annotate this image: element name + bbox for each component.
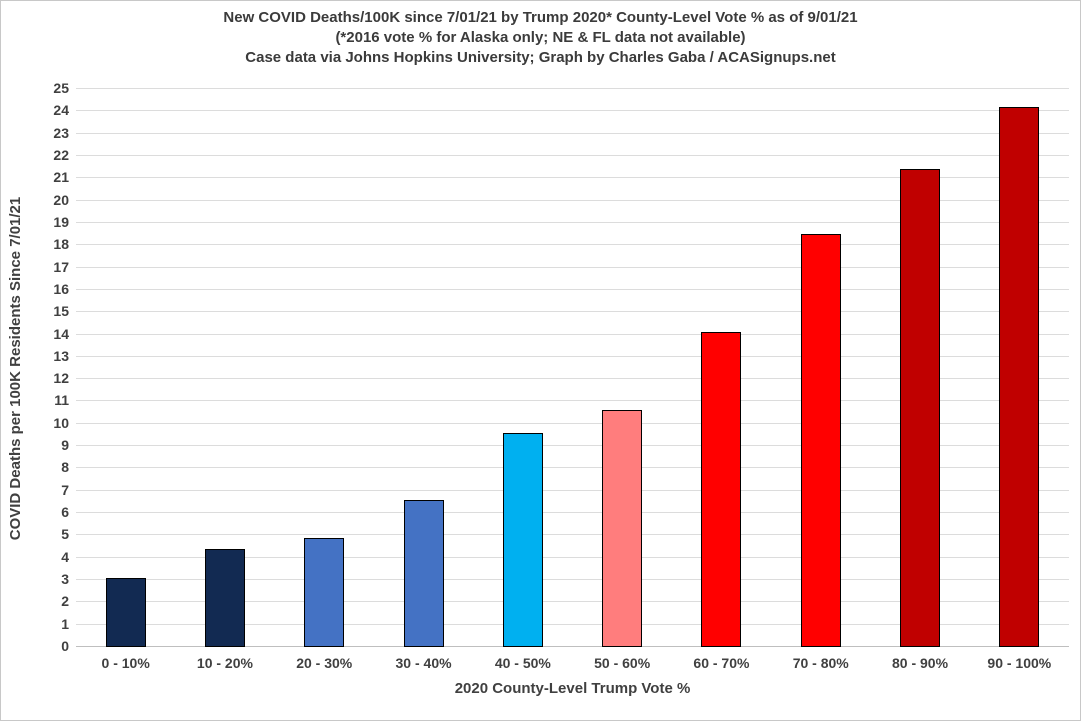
x-tick-label: 20 - 30% <box>296 655 353 671</box>
y-tick-label: 19 <box>53 213 69 230</box>
y-tick-label: 16 <box>53 280 69 297</box>
x-tick-label: 50 - 60% <box>594 655 651 671</box>
y-tick-label: 25 <box>53 80 69 96</box>
x-tick-label: 30 - 40% <box>395 655 452 671</box>
y-tick-label: 12 <box>53 370 69 387</box>
y-tick-label: 22 <box>53 146 69 163</box>
bar-50-60% <box>602 410 643 647</box>
y-tick-label: 6 <box>61 504 69 521</box>
y-tick-label: 11 <box>54 392 69 409</box>
y-tick-label: 17 <box>53 258 69 275</box>
bar-20-30% <box>304 537 345 647</box>
gridline <box>76 266 1069 268</box>
bar-30-40% <box>403 499 444 647</box>
gridline <box>76 154 1069 156</box>
category-slot <box>473 89 572 647</box>
x-axis-ticks: 0 - 10% 10 - 20% 20 - 30% 30 - 40% 40 - 50% 5… <box>76 655 1069 671</box>
category-slot <box>374 89 473 647</box>
x-tick-label: 90 - 100% <box>987 655 1052 671</box>
y-tick-label: 0 <box>61 638 69 654</box>
gridline <box>76 512 1069 514</box>
bar-40-50% <box>502 432 543 647</box>
y-axis-title-label: COVID Deaths per 100K Residents Since 7/… <box>7 196 25 540</box>
category-slot <box>771 89 870 647</box>
gridline <box>76 445 1069 447</box>
gridline <box>76 400 1069 402</box>
category-slot <box>672 89 771 647</box>
y-tick-label: 15 <box>53 303 69 320</box>
gridline <box>76 378 1069 380</box>
category-slot <box>870 89 969 647</box>
y-tick-label: 24 <box>53 102 69 119</box>
gridline <box>76 177 1069 179</box>
y-tick-label: 10 <box>53 414 69 431</box>
gridline <box>76 467 1069 469</box>
gridline <box>76 646 1069 647</box>
gridline <box>76 221 1069 223</box>
y-tick-label: 18 <box>53 236 69 253</box>
bar-80-90% <box>900 169 941 647</box>
bar-90-100% <box>999 106 1040 647</box>
y-tick-label: 9 <box>61 437 69 454</box>
x-tick-label: 0 - 10% <box>101 655 150 671</box>
y-tick-label: 5 <box>61 526 69 543</box>
category-slot <box>572 89 671 647</box>
y-tick-label: 20 <box>53 191 69 208</box>
bars-row <box>76 89 1069 647</box>
x-tick-label: 40 - 50% <box>494 655 551 671</box>
y-tick-label: 13 <box>53 347 69 364</box>
y-tick-label: 14 <box>53 325 69 342</box>
chart-title-block: New COVID Deaths/100K since 7/01/21 by T… <box>1 8 1080 68</box>
bar-70-80% <box>800 234 841 647</box>
gridline <box>76 288 1069 290</box>
gridline <box>76 489 1069 491</box>
bar-60-70% <box>701 332 742 647</box>
category-slot <box>970 89 1069 647</box>
y-tick-label: 23 <box>53 124 69 141</box>
category-slot <box>275 89 374 647</box>
category-slot <box>76 89 175 647</box>
gridline <box>76 422 1069 424</box>
y-tick-label: 2 <box>61 593 69 610</box>
y-tick-label: 8 <box>61 459 69 476</box>
x-tick-label: 80 - 90% <box>892 655 949 671</box>
gridline <box>76 88 1069 89</box>
gridline <box>76 333 1069 335</box>
chart-subtitle: (*2016 vote % for Alaska only; NE & FL d… <box>335 29 746 46</box>
x-tick-label: 10 - 20% <box>196 655 253 671</box>
gridline <box>76 132 1069 134</box>
category-slot <box>175 89 274 647</box>
y-tick-label: 4 <box>61 548 69 565</box>
y-tick-label: 7 <box>61 481 69 498</box>
gridline <box>76 623 1069 625</box>
x-axis-title: 2020 County-Level Trump Vote % <box>454 680 691 697</box>
y-tick-label: 3 <box>61 571 69 588</box>
x-tick-label: 60 - 70% <box>693 655 750 671</box>
gridline <box>76 110 1069 112</box>
gridline <box>76 601 1069 603</box>
y-tick-label: 1 <box>61 615 69 632</box>
chart-attribution: Case data via Johns Hopkins University; … <box>245 49 836 66</box>
chart-title: New COVID Deaths/100K since 7/01/21 by T… <box>223 9 858 26</box>
y-axis-ticks: 0 1 2 3 4 5 6 7 8 9 10 11 12 13 14 15 16 17 18 19 20 21 22 23 24… <box>31 80 69 654</box>
bar-0-10% <box>105 577 146 647</box>
plot-area <box>76 88 1069 647</box>
bar-10-20% <box>204 548 245 647</box>
gridline <box>76 199 1069 201</box>
x-tick-label: 70 - 80% <box>792 655 849 671</box>
gridline <box>76 355 1069 357</box>
y-axis-title: COVID Deaths per 100K Residents Since 7/… <box>1 89 31 647</box>
gridline <box>76 556 1069 558</box>
gridline <box>76 244 1069 246</box>
gridline <box>76 311 1069 313</box>
gridline <box>76 534 1069 536</box>
y-tick-label: 21 <box>53 169 69 186</box>
gridline <box>76 579 1069 581</box>
